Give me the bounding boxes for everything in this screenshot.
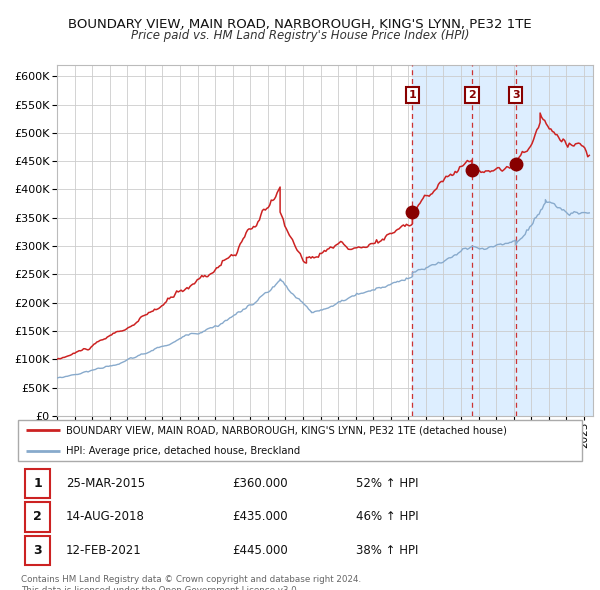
Text: £445.000: £445.000 — [232, 544, 288, 557]
Text: 46% ↑ HPI: 46% ↑ HPI — [356, 510, 419, 523]
Text: 3: 3 — [33, 544, 42, 557]
Text: BOUNDARY VIEW, MAIN ROAD, NARBOROUGH, KING'S LYNN, PE32 1TE (detached house): BOUNDARY VIEW, MAIN ROAD, NARBOROUGH, KI… — [66, 425, 507, 435]
Text: 2: 2 — [468, 90, 476, 100]
Text: Price paid vs. HM Land Registry's House Price Index (HPI): Price paid vs. HM Land Registry's House … — [131, 30, 469, 42]
Text: Contains HM Land Registry data © Crown copyright and database right 2024.
This d: Contains HM Land Registry data © Crown c… — [21, 575, 361, 590]
Bar — [25, 536, 50, 565]
Text: BOUNDARY VIEW, MAIN ROAD, NARBOROUGH, KING'S LYNN, PE32 1TE: BOUNDARY VIEW, MAIN ROAD, NARBOROUGH, KI… — [68, 18, 532, 31]
Text: 12-FEB-2021: 12-FEB-2021 — [66, 544, 142, 557]
Text: 1: 1 — [409, 90, 416, 100]
Text: 3: 3 — [512, 90, 520, 100]
Text: 38% ↑ HPI: 38% ↑ HPI — [356, 544, 419, 557]
Bar — [412, 65, 593, 416]
Text: 1: 1 — [33, 477, 42, 490]
Text: 2: 2 — [33, 510, 42, 523]
Text: 14-AUG-2018: 14-AUG-2018 — [66, 510, 145, 523]
Bar — [25, 468, 50, 498]
Text: £435.000: £435.000 — [232, 510, 288, 523]
Text: 25-MAR-2015: 25-MAR-2015 — [66, 477, 145, 490]
Bar — [25, 502, 50, 532]
Text: HPI: Average price, detached house, Breckland: HPI: Average price, detached house, Brec… — [66, 446, 300, 456]
Text: 52% ↑ HPI: 52% ↑ HPI — [356, 477, 419, 490]
Text: £360.000: £360.000 — [232, 477, 288, 490]
